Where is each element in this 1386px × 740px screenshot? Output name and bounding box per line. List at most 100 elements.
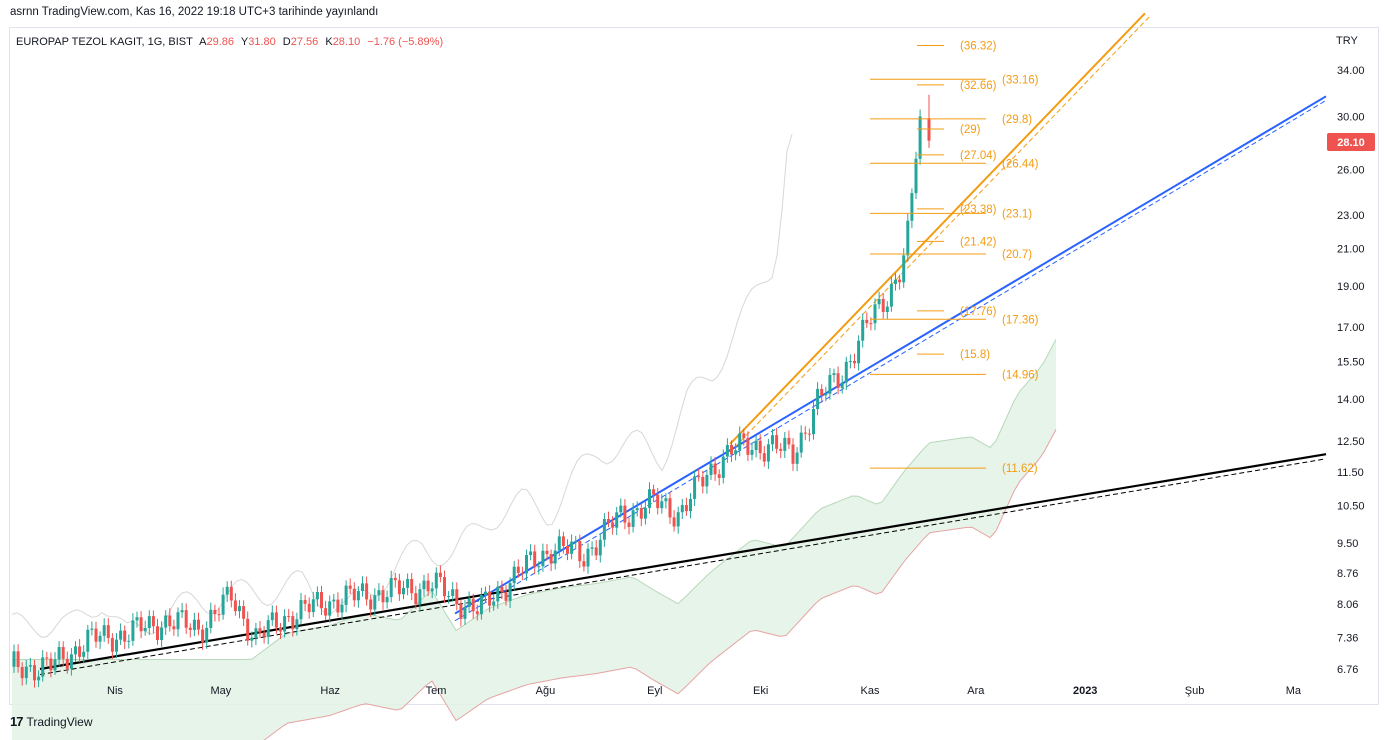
candle-body — [844, 361, 848, 383]
black-trendline-parallel — [39, 458, 1327, 676]
cloud-upper-line — [12, 339, 1057, 660]
footer-brand: TradingView — [26, 714, 93, 729]
candle-body — [299, 600, 303, 620]
candle-body — [779, 448, 783, 451]
fib-level-label: (17.76) — [960, 306, 997, 318]
candle-body — [451, 589, 455, 597]
candle-body — [807, 433, 811, 435]
candle-body — [623, 505, 627, 523]
candle-body — [348, 585, 352, 589]
price-tick-label: 23.00 — [1337, 210, 1365, 222]
candle-body — [131, 620, 135, 641]
candle-body — [57, 646, 61, 660]
candle-body — [270, 612, 274, 621]
candle-body — [500, 586, 504, 593]
tradingview-logo-icon: 17 — [10, 714, 24, 729]
candle-body — [176, 612, 180, 630]
candle-body — [180, 610, 184, 613]
price-tick-label: 7.36 — [1337, 632, 1358, 644]
candle-body — [631, 510, 635, 527]
candle-body — [447, 596, 451, 598]
fib-level-label: (36.32) — [960, 41, 997, 53]
fib-level-label: (26.44) — [1002, 158, 1039, 170]
candle-body — [648, 489, 651, 508]
candle-body — [836, 373, 840, 388]
price-tick-label: 12.50 — [1337, 436, 1365, 448]
candle-body — [906, 220, 910, 256]
candle-body — [885, 306, 889, 312]
candle-body — [918, 116, 922, 159]
candle-body — [328, 601, 332, 616]
black-trendline — [39, 453, 1327, 671]
legend-close: 28.10 — [333, 36, 361, 48]
candle-body — [889, 283, 893, 307]
last-price-text: 28.10 — [1337, 137, 1365, 149]
candle-body — [512, 566, 516, 584]
candle-body — [385, 597, 389, 603]
candle-body — [188, 627, 192, 630]
candle-body — [717, 474, 721, 478]
cloud-lower-line — [263, 429, 1057, 740]
candle-body — [373, 595, 377, 610]
candle-body — [246, 618, 250, 641]
fib-level-label: (23.1) — [1002, 208, 1032, 220]
candle-body — [590, 547, 594, 549]
candle-body — [336, 599, 340, 613]
candle-body — [799, 432, 803, 453]
candle-body — [771, 435, 774, 445]
candle-body — [151, 616, 155, 627]
candle-body — [746, 438, 750, 455]
candle-body — [877, 298, 881, 305]
candle-body — [463, 607, 467, 619]
cloud-area — [12, 339, 1056, 740]
candle-body — [393, 577, 397, 581]
candle-body — [369, 599, 373, 610]
candle-body — [902, 255, 906, 283]
fib-level-label: (17.36) — [1002, 314, 1039, 326]
candle-body — [115, 639, 118, 652]
candle-body — [705, 474, 709, 487]
candle-body — [549, 554, 553, 564]
price-tick-label: 19.00 — [1337, 281, 1365, 293]
fib-level-label: (27.04) — [960, 150, 997, 162]
candle-body — [24, 666, 28, 679]
candle-body — [238, 606, 241, 612]
fib-level-label: (23.38) — [960, 204, 997, 216]
candle-body — [303, 600, 307, 604]
candle-body — [86, 629, 90, 652]
candle-body — [426, 580, 430, 592]
candle-body — [184, 610, 188, 628]
candle-body — [545, 550, 549, 555]
time-tick-label: Ma — [1286, 685, 1302, 697]
candle-body — [217, 614, 221, 616]
candle-body — [147, 616, 151, 629]
candle-body — [82, 651, 86, 657]
candle-body — [12, 651, 16, 667]
candle-body — [258, 628, 262, 633]
candle-body — [578, 540, 582, 562]
legend-low-label: D — [283, 36, 291, 48]
candle-body — [49, 658, 53, 671]
candle-body — [832, 373, 836, 376]
fib-level-label: (15.8) — [960, 349, 990, 361]
legend: EUROPAP TEZOL KAGIT, 1G, BIST A29.86 Y31… — [16, 36, 443, 48]
candle-body — [758, 440, 762, 454]
legend-symbol: EUROPAP TEZOL KAGIT, 1G, BIST — [16, 36, 193, 48]
candle-body — [164, 615, 168, 628]
candle-body — [738, 433, 742, 451]
candle-body — [20, 667, 24, 679]
blue-trendline — [454, 95, 1327, 615]
candle-body — [586, 548, 590, 567]
candle-body — [516, 566, 520, 573]
orange-trendline-parallel — [734, 15, 1151, 448]
candle-body — [894, 279, 897, 284]
price-tick-label: 9.50 — [1337, 538, 1358, 550]
candle-body — [783, 437, 787, 451]
candle-body — [848, 360, 852, 362]
time-tick-label: May — [210, 685, 231, 697]
candle-body — [541, 550, 545, 567]
candle-body — [160, 627, 164, 641]
candle-body — [192, 619, 196, 630]
candle-body — [668, 498, 672, 518]
